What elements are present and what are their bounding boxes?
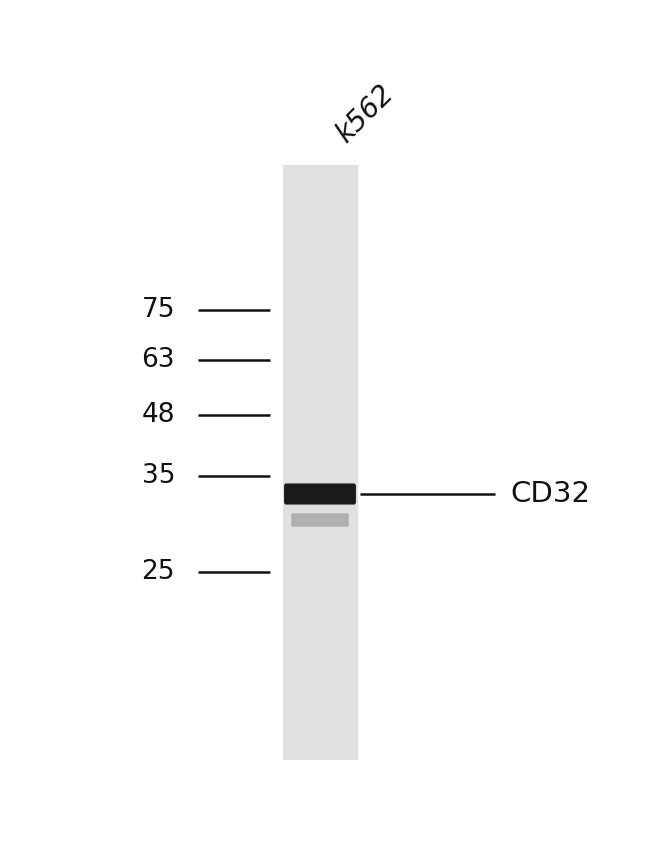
Text: k562: k562 (330, 79, 398, 148)
FancyBboxPatch shape (284, 483, 356, 505)
Text: 48: 48 (142, 402, 175, 428)
Text: 75: 75 (142, 297, 175, 323)
Bar (283, 165, 358, 760)
FancyBboxPatch shape (291, 513, 349, 527)
Text: CD32: CD32 (510, 480, 590, 508)
Text: 25: 25 (142, 559, 175, 585)
Text: 63: 63 (142, 347, 175, 373)
Text: 35: 35 (142, 463, 175, 489)
